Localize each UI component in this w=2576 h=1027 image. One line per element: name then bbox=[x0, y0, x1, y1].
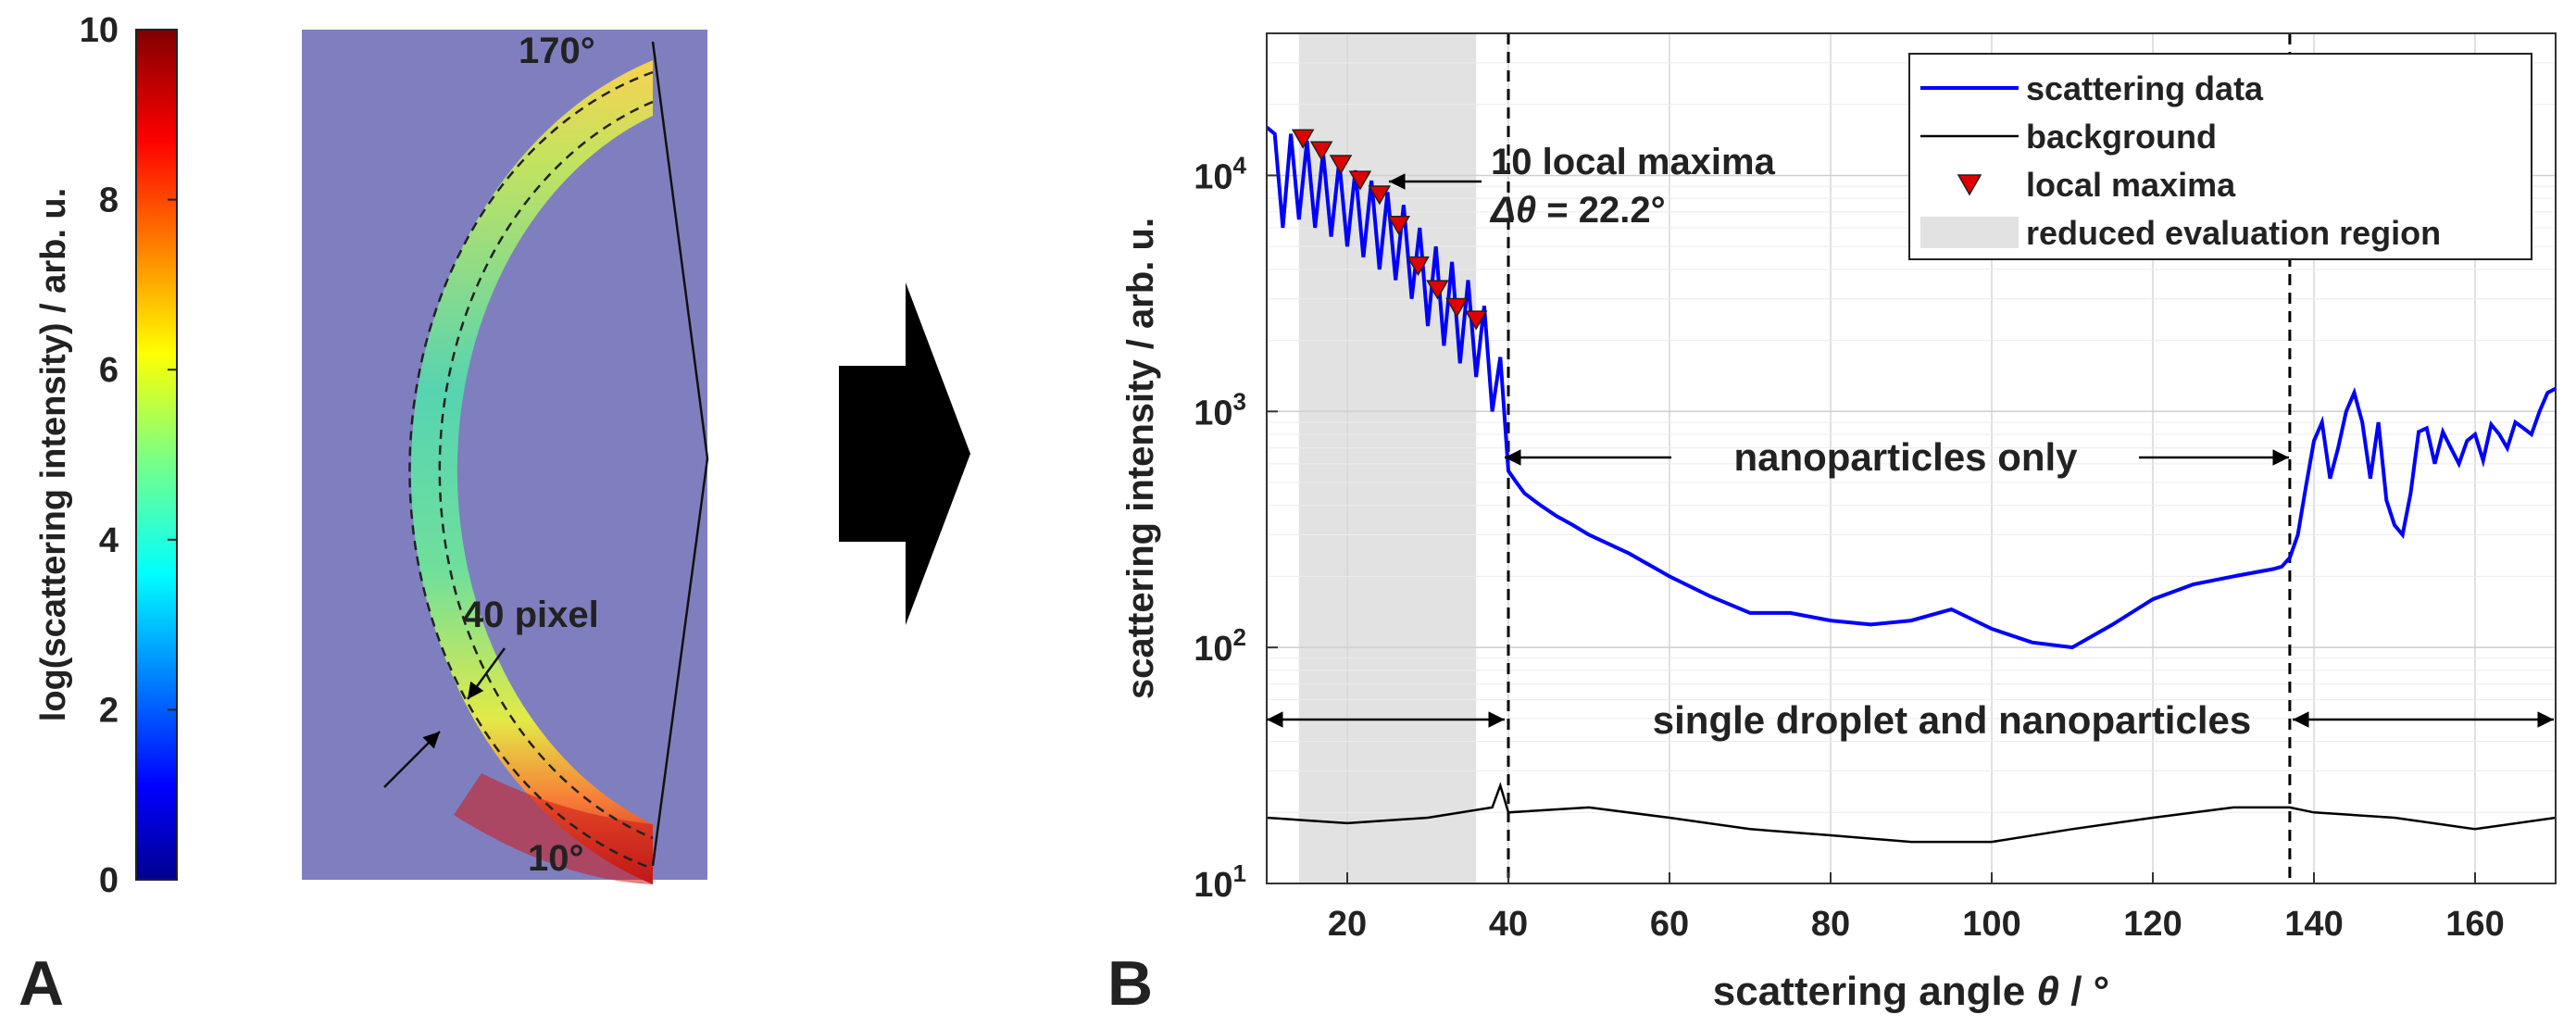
scattering-data-series-line bbox=[1267, 125, 2556, 650]
local-maximum-marker bbox=[1464, 310, 1488, 331]
colorbar-tick-label: 6 bbox=[99, 351, 119, 390]
local-maximum-marker bbox=[1387, 215, 1410, 236]
x-tick-label: 140 bbox=[2284, 905, 2343, 944]
annotation-delta-value: = 22.2° bbox=[1536, 190, 1665, 231]
detector-image: 170° 10° 40 pixel bbox=[302, 30, 709, 884]
plot-frame bbox=[1266, 32, 2557, 884]
x-tick-label: 80 bbox=[1811, 905, 1850, 944]
local-maximum-marker bbox=[1445, 297, 1469, 319]
panel-a-label: A bbox=[19, 948, 64, 1019]
x-axis-label-suffix: / ° bbox=[2059, 969, 2109, 1014]
background-series-line bbox=[1267, 782, 2556, 844]
projection-line-top bbox=[651, 41, 709, 459]
local-maxima-markers bbox=[1291, 129, 1488, 331]
local-maximum-marker bbox=[1348, 170, 1372, 191]
y-tick-label: 102 bbox=[1194, 623, 1246, 669]
annotation-nanoparticles-only: nanoparticles only bbox=[1733, 435, 2078, 479]
y-tick-base: 10 bbox=[1194, 630, 1232, 669]
transition-arrow bbox=[839, 282, 970, 625]
local-maximum-marker bbox=[1291, 129, 1315, 149]
x-tick-label: 40 bbox=[1489, 905, 1528, 944]
local-maximum-marker bbox=[1368, 185, 1392, 206]
colorbar-tick-label: 0 bbox=[99, 861, 119, 900]
x-tick-label: 60 bbox=[1650, 905, 1689, 944]
y-tick-label: 101 bbox=[1194, 859, 1246, 905]
y-tick-exponent: 2 bbox=[1233, 623, 1246, 651]
y-axis-label: scattering intensity / arb. u. bbox=[1120, 218, 1161, 699]
annotation-maxima-count: 10 local maxima bbox=[1491, 142, 1776, 182]
colorbar-tick-label: 4 bbox=[99, 521, 119, 560]
colorbar-ticks: 0 2 4 6 8 10 bbox=[80, 11, 177, 900]
evaluation-band-inner bbox=[438, 100, 654, 840]
colorbar-tick-label: 10 bbox=[80, 11, 119, 50]
x-axis-label-prefix: scattering angle bbox=[1713, 969, 2037, 1014]
y-tick-label: 103 bbox=[1194, 387, 1246, 432]
evaluation-band-outer bbox=[408, 70, 654, 870]
legend-label-scattering-data: scattering data bbox=[2026, 69, 2264, 107]
angle-label-170: 170° bbox=[519, 31, 595, 71]
annotation-arrow-1 bbox=[466, 647, 506, 700]
annotation-delta-symbol: Δθ bbox=[1489, 190, 1536, 231]
local-maximum-marker bbox=[1426, 280, 1449, 300]
annotation-40-pixel: 40 pixel bbox=[463, 595, 599, 635]
colorbar-label: log(scattering intensity) / arb. u. bbox=[34, 188, 73, 721]
panel-a: 0 2 4 6 8 10 log(scattering intensity) / arb.… bbox=[19, 11, 709, 1019]
x-axis-ticks: 20 40 60 80 100 120 140 160 bbox=[1328, 872, 2505, 944]
legend: scattering data background local maxima … bbox=[1908, 53, 2532, 260]
legend-label-reduced-region: reduced evaluation region bbox=[2026, 214, 2441, 252]
y-tick-exponent: 3 bbox=[1233, 387, 1246, 415]
x-axis-label-symbol: θ bbox=[2036, 969, 2059, 1014]
local-maximum-marker bbox=[1309, 141, 1333, 161]
panel-b-label: B bbox=[1107, 948, 1153, 1019]
x-tick-label: 100 bbox=[1962, 905, 2020, 944]
y-tick-exponent: 4 bbox=[1233, 151, 1247, 179]
x-tick-label: 160 bbox=[2445, 905, 2504, 944]
region-boundaries bbox=[1507, 33, 2292, 883]
local-maximum-marker bbox=[1407, 256, 1430, 277]
annotation-arrow-2 bbox=[383, 731, 441, 788]
annotation-single-droplet: single droplet and nanoparticles bbox=[1653, 698, 2251, 742]
local-maximum-marker bbox=[1329, 155, 1353, 175]
y-tick-base: 10 bbox=[1194, 394, 1232, 432]
y-tick-base: 10 bbox=[1194, 866, 1232, 905]
detector-hot-stripes bbox=[454, 773, 653, 884]
y-tick-base: 10 bbox=[1194, 157, 1232, 196]
angle-label-10: 10° bbox=[528, 838, 584, 879]
legend-swatch-local-maxima bbox=[1957, 174, 1982, 196]
detector-arc bbox=[410, 60, 653, 884]
y-tick-exponent: 1 bbox=[1233, 859, 1246, 887]
legend-label-background: background bbox=[2026, 118, 2217, 156]
colorbar-tick-label: 8 bbox=[99, 182, 119, 220]
colorbar-tick-label: 2 bbox=[99, 691, 119, 730]
projection-line-bottom bbox=[651, 457, 709, 867]
x-tick-label: 120 bbox=[2123, 905, 2182, 944]
colorbar bbox=[135, 29, 178, 881]
y-tick-label: 104 bbox=[1194, 151, 1246, 196]
legend-label-local-maxima: local maxima bbox=[2026, 166, 2236, 204]
legend-swatch-reduced-region bbox=[1920, 217, 2019, 248]
annotation-maxima-delta: Δθ = 22.2° bbox=[1489, 190, 1666, 231]
x-axis-label: scattering angle θ / ° bbox=[1713, 969, 2110, 1014]
x-tick-label: 20 bbox=[1328, 905, 1367, 944]
